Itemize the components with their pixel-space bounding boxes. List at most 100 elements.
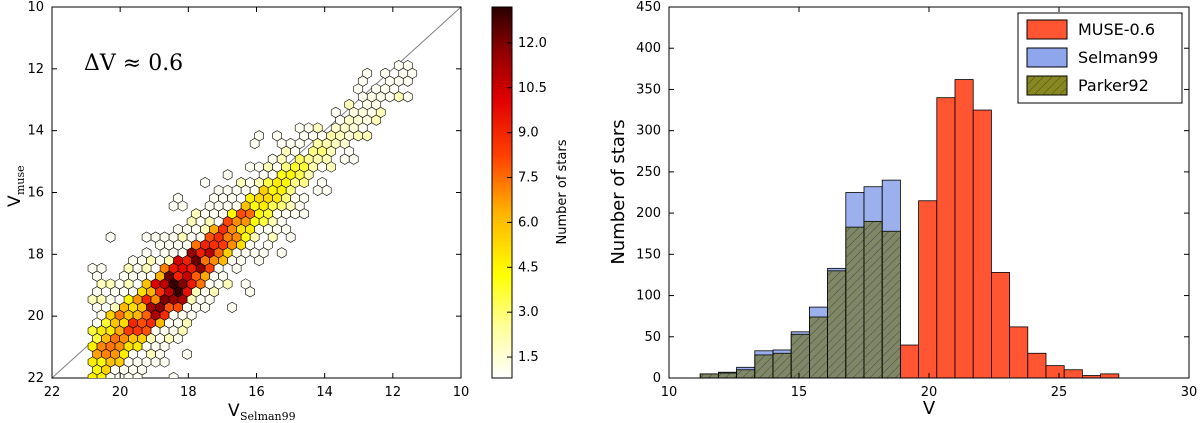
svg-text:V: V: [228, 401, 240, 421]
hexbin-cell: [245, 161, 255, 173]
bar-parker-hatch: [882, 231, 901, 378]
bar-parker-hatch: [718, 373, 737, 378]
hexbin-cell: [150, 356, 161, 368]
y-tick-label: 20: [27, 309, 44, 324]
hexbin-cell: [141, 231, 152, 243]
bar-parker-hatch: [827, 270, 846, 378]
colorbar-gradient: [491, 6, 513, 379]
hexbin-cell: [402, 91, 413, 103]
legend-label-muse: MUSE-0.6: [1078, 20, 1155, 39]
x-tick-label: 10: [661, 385, 678, 400]
bar-muse: [918, 200, 938, 379]
svg-text:V: V: [5, 195, 25, 207]
y-tick-label: 350: [636, 82, 661, 97]
y-tick-label: 150: [636, 247, 661, 262]
hexbin-cell: [123, 372, 134, 378]
hexbin-cell: [402, 75, 413, 87]
hexbin-cell: [299, 208, 309, 220]
hexbin-cell: [326, 161, 337, 173]
x-tick-label: 20: [921, 385, 938, 400]
y-tick-label: 450: [636, 0, 661, 15]
bar-muse: [972, 109, 992, 379]
y-axis-label: Number of stars: [608, 119, 629, 264]
bar-muse: [900, 344, 920, 379]
y-axis-ticks: 10 12 14 16 18 20 22: [27, 0, 461, 386]
x-tick-label: 16: [248, 385, 265, 400]
y-tick-label: 50: [644, 330, 661, 345]
legend-swatch-muse: [1026, 19, 1068, 40]
bar-parker-hatch: [864, 221, 883, 378]
y-tick-label: 18: [27, 247, 44, 262]
svg-text:muse: muse: [14, 165, 27, 195]
bar-muse: [936, 97, 956, 379]
histogram-panel: 10 15 20 25 30 0 50 100 150 200 250 300 350 400 450 V…: [608, 0, 1197, 419]
colorbar-ticks: 1.5 3.0 4.5 6.0 7.5 9.0 10.5 12.0: [507, 36, 547, 365]
bar-muse: [1027, 352, 1047, 379]
hexbin-cell: [87, 372, 98, 378]
y-tick-label: 22: [27, 371, 44, 386]
hexbin-cell: [231, 262, 242, 274]
hexbin-cell: [348, 153, 359, 165]
bar-muse: [1100, 373, 1120, 379]
bar-muse: [991, 272, 1011, 379]
hexbin-cell: [384, 91, 395, 103]
y-tick-label: 10: [27, 0, 44, 15]
hexbin-cell: [96, 372, 107, 378]
hexbin-cell: [285, 231, 296, 243]
bar-parker-hatch: [754, 354, 773, 378]
hexbin-cell: [177, 200, 188, 212]
colorbar-tick-label: 1.5: [518, 350, 539, 365]
hexbin-cell: [299, 177, 309, 189]
bar-muse: [1063, 369, 1083, 379]
hexbin-cell: [312, 184, 323, 196]
y-axis-label: V muse: [5, 165, 27, 207]
hexbin-cell: [105, 372, 116, 378]
hexbin-cell: [254, 255, 264, 267]
legend: MUSE-0.6 Selman99 Parker92: [1017, 12, 1183, 104]
svg-text:Selman99: Selman99: [240, 410, 296, 423]
hexbin-cell: [227, 301, 237, 313]
hexbin-cell: [339, 153, 350, 165]
hexbin-cell: [362, 130, 373, 142]
hexbin-cell: [132, 372, 143, 378]
y-tick-label: 250: [636, 165, 661, 180]
hexbin-cell: [317, 161, 327, 173]
legend-swatch-selman: [1026, 47, 1068, 68]
x-tick-label: 10: [453, 385, 470, 400]
hexbin-cell: [168, 372, 179, 378]
colorbar-label: Number of stars: [555, 139, 570, 244]
bar-parker-hatch: [809, 316, 828, 378]
hexbin-cell: [371, 114, 382, 126]
legend-swatch-parker-hatch: [1027, 76, 1067, 95]
x-tick-label: 22: [44, 385, 61, 400]
hexbin-cell: [222, 278, 233, 290]
hexbin-cell: [276, 247, 287, 259]
y-tick-label: 300: [636, 124, 661, 139]
hexbin-cell: [353, 130, 364, 142]
hexbin-cell: [168, 200, 179, 212]
svg-text:ΔV ≈ 0.6: ΔV ≈ 0.6: [84, 51, 183, 76]
bar-parker-hatch: [700, 373, 719, 378]
hexbin-cell: [290, 208, 300, 220]
y-tick-label: 12: [27, 62, 44, 77]
bar-parker-hatch: [773, 353, 792, 378]
colorbar-tick-label: 12.0: [518, 36, 547, 51]
x-axis-ticks: 10 15 20 25 30: [661, 7, 1197, 400]
y-axis-ticks: 0 50 100 150 200 250 300 350 400 450: [636, 0, 1189, 386]
hexbin-cell: [245, 286, 255, 298]
x-axis-label: V: [923, 398, 936, 419]
colorbar-tick-label: 3.0: [518, 305, 539, 320]
y-tick-label: 200: [636, 206, 661, 221]
bar-muse: [954, 79, 974, 379]
colorbar-tick-label: 7.5: [518, 171, 539, 186]
x-axis-ticks: 22 20 18 16 14 12 10: [44, 7, 470, 400]
legend-label-selman: Selman99: [1078, 48, 1158, 67]
hexbin-panel: ΔV ≈ 0.6 22 20 18 16 14 12 10 10 12 14 16 18 20 22 V…: [5, 0, 469, 423]
bar-muse: [1009, 326, 1029, 379]
hexbin-cell: [222, 169, 233, 181]
colorbar-tick-label: 10.5: [518, 81, 547, 96]
hexbin-cell: [173, 333, 183, 345]
series-parker-bars: [699, 220, 901, 379]
hexbin-cell: [321, 184, 332, 196]
